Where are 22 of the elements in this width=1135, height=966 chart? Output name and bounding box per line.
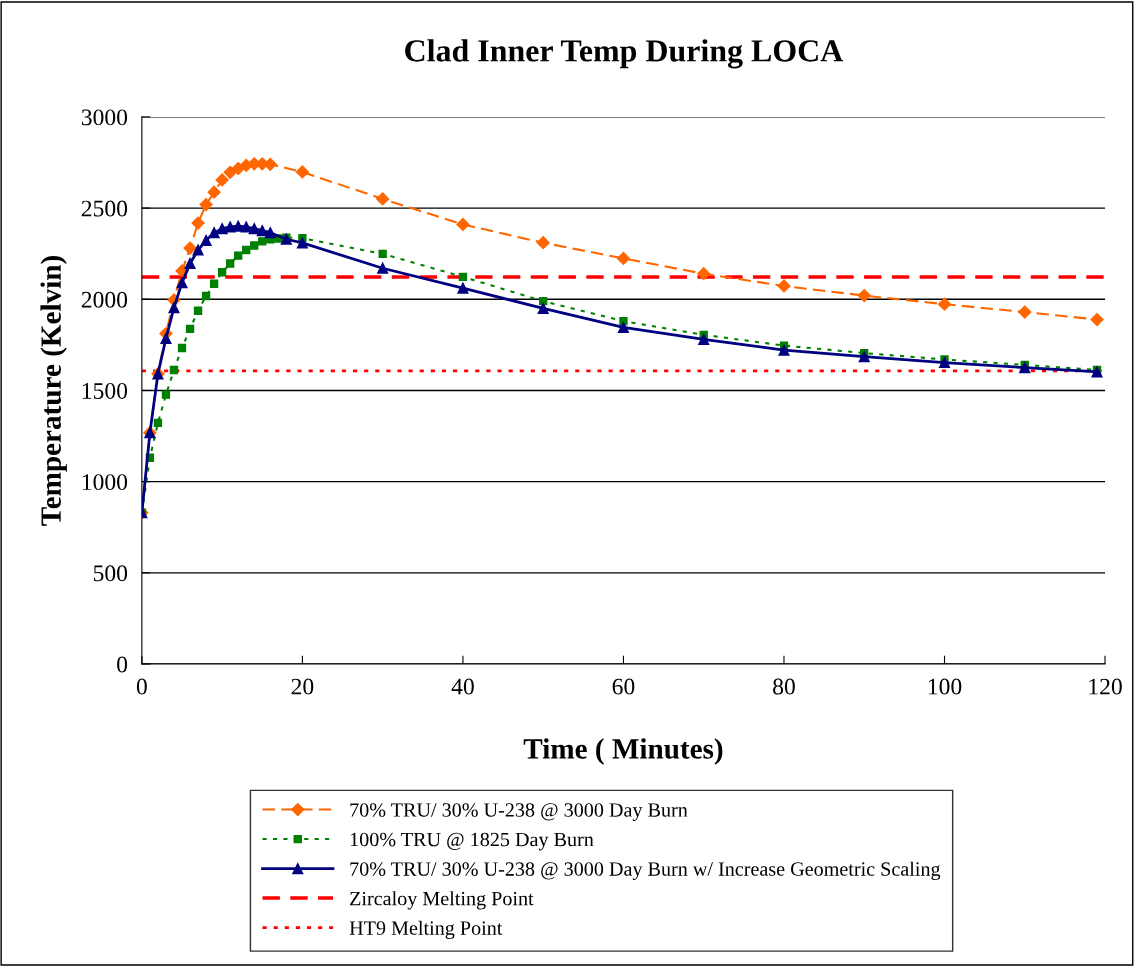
legend-label: 100% TRU @ 1825 Day Burn [350, 832, 594, 851]
y-tick-label: 1500 [82, 382, 128, 399]
y-tick-label: 2000 [81, 291, 128, 308]
x-axis-title: Time ( Minutes) [523, 738, 723, 765]
legend-label: 70% TRU/ 30% U-238 @ 3000 Day Burn [350, 803, 688, 821]
x-tick-label: 80 [773, 678, 795, 695]
y-tick-label: 2500 [81, 200, 128, 217]
legend-label: Zircaloy Melting Point [350, 891, 534, 910]
x-tick-label: 20 [291, 678, 314, 695]
legend-label: HT9 Melting Point [349, 920, 503, 940]
x-tick-label: 100 [928, 678, 962, 695]
x-tick-label: 0 [136, 678, 147, 695]
x-tick-label: 40 [451, 678, 474, 695]
y-tick-label: 0 [117, 656, 128, 673]
chart-title: Clad Inner Temp During LOCA [405, 39, 844, 69]
x-tick-label: 120 [1089, 678, 1122, 695]
y-tick-label: 3000 [81, 109, 128, 126]
y-axis-title: Temperature (Kelvin) [40, 256, 67, 526]
y-tick-label: 500 [93, 565, 128, 582]
legend-label: 70% TRU/ 30% U-238 @ 3000 Day Burn w/ Increase Geometric Scaling [350, 861, 941, 880]
x-tick-label: 60 [612, 678, 635, 695]
y-tick-label: 1000 [82, 474, 128, 491]
